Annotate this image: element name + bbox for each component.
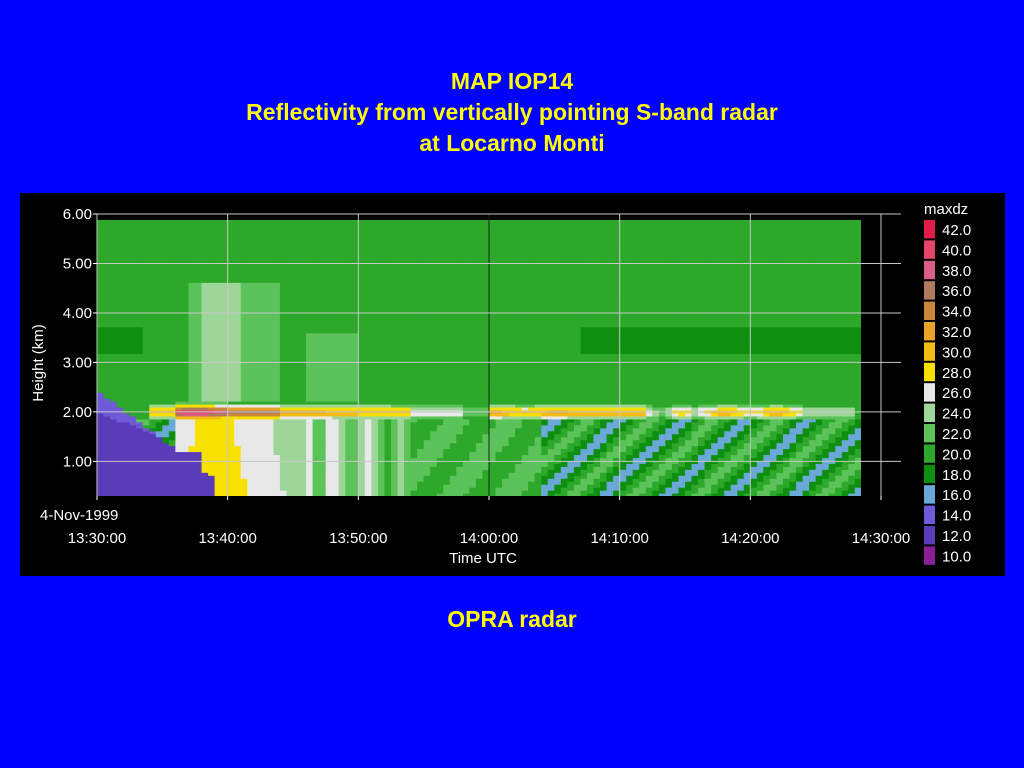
colorbar-swatch: [924, 281, 935, 300]
colorbar-swatch: [924, 464, 935, 484]
y-tick-label: 3.00: [63, 354, 92, 371]
colorbar-level-label: 32.0: [942, 324, 971, 341]
colorbar-level-label: 26.0: [942, 385, 971, 402]
x-tick-label: 14:00:00: [460, 530, 518, 547]
date-label: 4-Nov-1999: [40, 507, 118, 524]
y-axis-label: Height (km): [30, 324, 47, 402]
colorbar-title: maxdz: [924, 201, 968, 218]
x-tick-label: 13:40:00: [198, 530, 256, 547]
title-line-3: at Locarno Monti: [419, 130, 605, 156]
title-line-2: Reflectivity from vertically pointing S-…: [246, 99, 778, 125]
x-tick-label: 14:20:00: [721, 530, 779, 547]
y-tick-label: 5.00: [63, 255, 92, 272]
colorbar-level-label: 20.0: [942, 446, 971, 463]
colorbar-level-label: 16.0: [942, 487, 971, 504]
colorbar-swatch: [924, 220, 935, 239]
radar-caption: OPRA radar: [447, 606, 577, 632]
colorbar-swatch: [924, 383, 935, 402]
colorbar-swatch: [924, 260, 935, 280]
colorbar-level-label: 22.0: [942, 426, 971, 443]
x-tick-label: 14:30:00: [852, 530, 910, 547]
colorbar-swatch: [924, 240, 935, 259]
colorbar-level-label: 18.0: [942, 467, 971, 484]
colorbar-swatch: [924, 301, 935, 320]
colorbar-swatch: [924, 322, 935, 341]
colorbar-swatch: [924, 526, 935, 545]
radar-time-height-chart: 1.00 2.00 3.00 4.00 5.00 6.00 13:30:00 13:40:00…: [30, 201, 971, 567]
y-tick-label: 1.00: [63, 453, 92, 470]
colorbar-swatch: [924, 444, 935, 463]
colorbar-level-label: 40.0: [942, 242, 971, 259]
colorbar-swatch: [924, 424, 935, 443]
colorbar-level-label: 36.0: [942, 283, 971, 300]
slide-title: MAP IOP14 Reflectivity from vertically p…: [0, 66, 1024, 159]
x-tick-label: 13:50:00: [329, 530, 387, 547]
colorbar-swatch: [924, 546, 935, 565]
colorbar-level-label: 12.0: [942, 528, 971, 545]
y-tick-label: 6.00: [63, 206, 92, 223]
colorbar-level-label: 42.0: [942, 222, 971, 239]
colorbar-level-label: 30.0: [942, 344, 971, 361]
x-tick-label: 14:10:00: [590, 530, 648, 547]
y-tick-label: 4.00: [63, 305, 92, 322]
radar-figure-panel: 1.00 2.00 3.00 4.00 5.00 6.00 13:30:00 13:40:00…: [20, 193, 1005, 576]
x-axis-label: Time UTC: [449, 550, 517, 567]
colorbar-swatch: [924, 505, 935, 524]
colorbar-swatch: [924, 403, 935, 422]
y-tick-label: 2.00: [63, 404, 92, 421]
colorbar-level-label: 34.0: [942, 304, 971, 321]
x-tick-label: 13:30:00: [68, 530, 126, 547]
colorbar-level-label: 24.0: [942, 406, 971, 423]
colorbar-level-label: 14.0: [942, 508, 971, 525]
colorbar-swatch: [924, 362, 935, 382]
colorbar-level-label: 10.0: [942, 548, 971, 565]
title-line-1: MAP IOP14: [450, 68, 574, 94]
colorbar-swatch: [924, 342, 935, 361]
colorbar-level-label: 28.0: [942, 365, 971, 382]
colorbar-level-label: 38.0: [942, 263, 971, 280]
colorbar-swatch: [924, 485, 935, 504]
